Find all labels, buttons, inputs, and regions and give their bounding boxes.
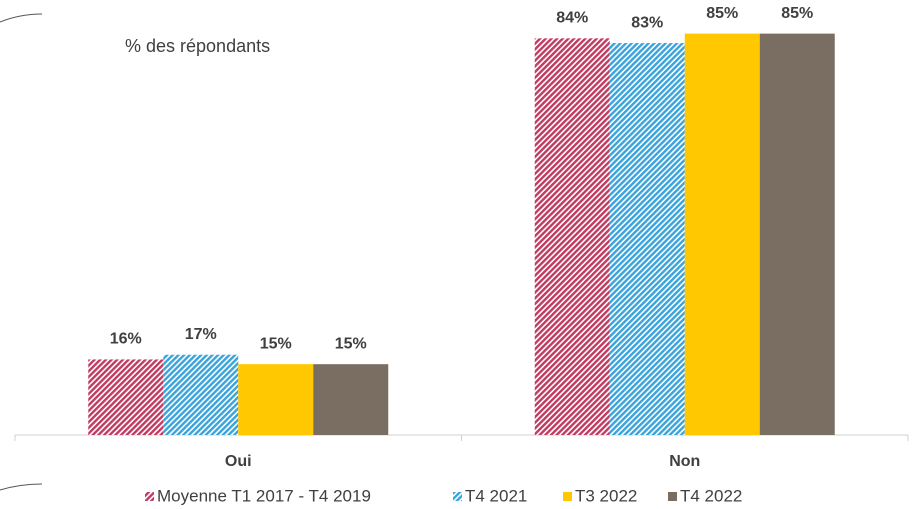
decor [0,483,43,491]
data-label: 15% [260,335,292,352]
bar [759,33,835,435]
legend-swatch [668,492,677,501]
bar [163,354,239,435]
subtitle: % des répondants [125,36,270,56]
legend-label: T4 2021 [465,486,527,505]
data-label: 85% [781,5,813,22]
bar [534,38,610,435]
legend-label: Moyenne T1 2017 - T4 2019 [157,486,371,505]
legend-label: T3 2022 [575,486,637,505]
bar [684,33,760,435]
legend-swatch [563,492,572,501]
bar [313,364,389,435]
x-tick-label: Non [669,453,700,470]
data-label: 85% [706,5,738,22]
legend-label: T4 2022 [680,486,742,505]
bar [238,364,314,435]
data-label: 16% [110,331,142,348]
data-label: 15% [335,335,367,352]
data-label: 17% [185,326,217,343]
data-label: 83% [631,14,663,31]
x-tick-label: Oui [225,453,252,470]
data-label: 84% [556,10,588,27]
bar [609,43,685,436]
legend-swatch [453,492,462,501]
bar [88,359,164,435]
decor [0,13,43,23]
legend-swatch [145,492,154,501]
